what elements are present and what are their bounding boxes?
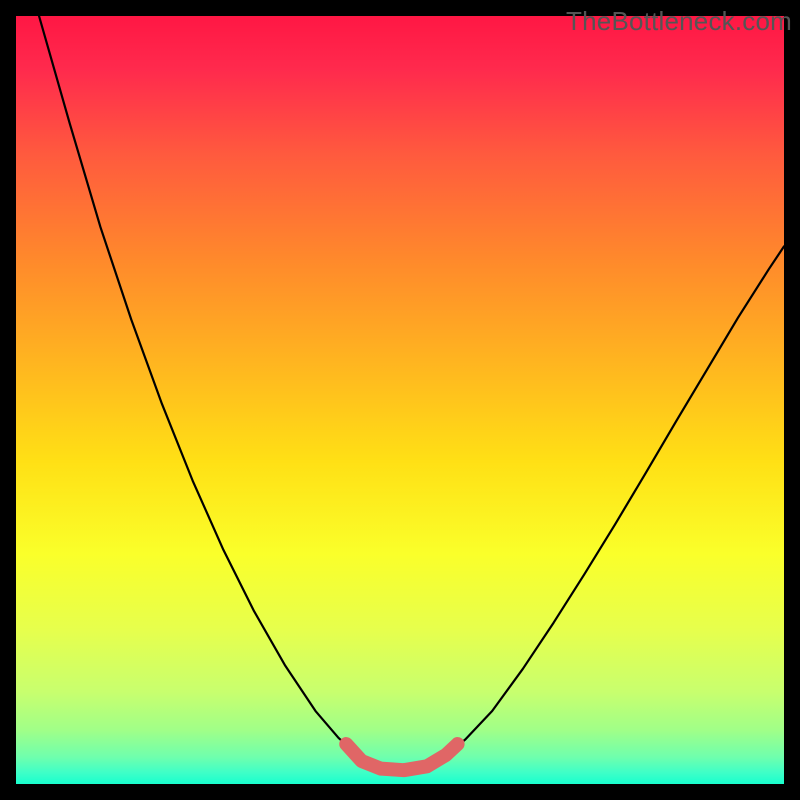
gradient-background (16, 16, 784, 784)
bottleneck-curve-chart (0, 0, 800, 800)
chart-frame: TheBottleneck.com (0, 0, 800, 800)
watermark-label: TheBottleneck.com (566, 6, 792, 37)
